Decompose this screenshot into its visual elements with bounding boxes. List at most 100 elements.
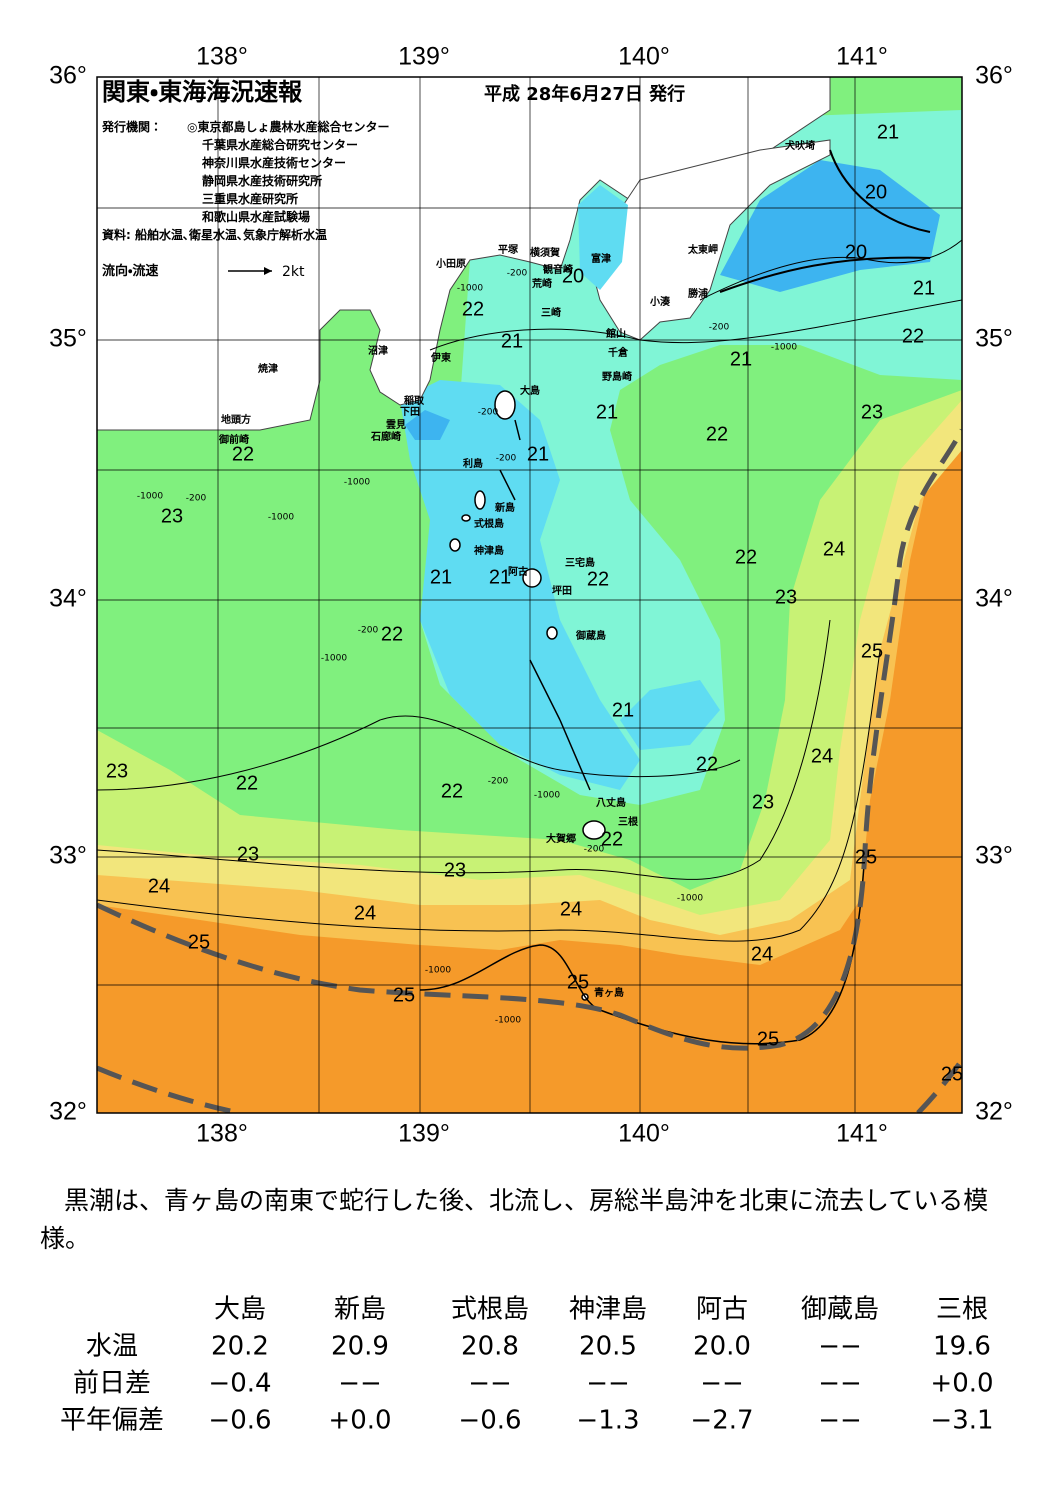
isotherm-label: 22 — [706, 423, 728, 445]
isotherm-line — [419, 849, 866, 1045]
isotherm-label: 23 — [161, 505, 183, 527]
table-cell: −1.3 — [576, 1406, 639, 1436]
isotherm-label: 25 — [393, 984, 415, 1006]
isotherm-line — [97, 649, 881, 942]
place-name: 稲取 — [404, 394, 425, 407]
issuer: 三重県水産研究所 — [202, 191, 298, 206]
isotherm-label: 25 — [188, 931, 210, 953]
issuer: 千葉県水産総合研究センター — [202, 137, 358, 152]
island — [546, 626, 558, 640]
column-header: 新島 — [334, 1295, 386, 1325]
map-frame — [96, 76, 963, 1114]
isotherm-label: 23 — [752, 791, 774, 813]
table-cell: −0.6 — [208, 1406, 271, 1436]
depth-label: -200 — [507, 269, 528, 279]
table-cell: −− — [818, 1332, 862, 1362]
place-name: 小田原 — [435, 257, 466, 270]
place-name: 富津 — [591, 252, 611, 265]
column-header: 神津島 — [569, 1295, 647, 1325]
flow-arrow — [514, 419, 521, 441]
place-name: 平塚 — [498, 243, 519, 256]
sea-temperature-zones — [97, 77, 962, 1113]
kuroshio-line — [97, 428, 962, 1051]
isotherm-label: 23 — [237, 843, 259, 865]
place-name: 地頭方 — [221, 413, 251, 426]
isotherm-label: 22 — [902, 325, 924, 347]
depth-label: -1000 — [771, 343, 797, 353]
place-name: 下田 — [400, 406, 420, 418]
isotherm-label: 21 — [596, 401, 618, 423]
isotherm-line — [97, 715, 741, 791]
isotherm-label: 24 — [148, 875, 170, 897]
depth-label: -200 — [186, 494, 207, 504]
isotherm-label: 25 — [757, 1028, 779, 1050]
isotherm-label: 20 — [562, 265, 584, 287]
table-cell: −− — [818, 1369, 862, 1399]
sources: 資料: 船舶水温､衛星水温､気象庁解析水温 — [102, 227, 327, 242]
isotherm-label: 21 — [877, 121, 899, 143]
table-cell: 20.8 — [461, 1332, 519, 1362]
zone-20b — [400, 380, 640, 790]
isotherm-line — [719, 256, 931, 293]
place-name: 雲見 — [386, 419, 406, 431]
isotherm-label: 21 — [913, 277, 935, 299]
isotherm-label: 22 — [462, 298, 484, 320]
place-name: 伊東 — [430, 351, 451, 364]
isotherm-label: 25 — [567, 971, 589, 993]
depth-label: -1000 — [495, 1016, 521, 1026]
column-header: 大島 — [214, 1295, 266, 1325]
isotherm-label: 25 — [941, 1063, 963, 1085]
lat-label: 35° — [49, 325, 87, 353]
isotherm-label: 24 — [823, 538, 845, 560]
column-header: 御蔵島 — [801, 1295, 879, 1325]
isotherm-label: 25 — [861, 640, 883, 662]
table-cell: −− — [338, 1369, 382, 1399]
place-name: 観音崎 — [543, 263, 573, 276]
table-cell: 20.2 — [211, 1332, 269, 1362]
table-cell: −0.6 — [458, 1406, 521, 1436]
isotherm-line — [829, 149, 931, 233]
place-name: 坪田 — [552, 584, 572, 597]
summary-text: 黒潮は、青ヶ島の南東で蛇行した後、北流し、房総半島沖を北東に流去している模様。 — [40, 1186, 989, 1253]
tokyo-bay — [578, 185, 628, 290]
table-cell: −0.4 — [208, 1369, 271, 1399]
place-name: 野島崎 — [602, 370, 632, 383]
depth-label: -200 — [478, 408, 499, 418]
depth-label: -1000 — [268, 513, 294, 523]
flow-legend-unit: 2kt — [282, 264, 305, 280]
isotherm-label: 23 — [775, 586, 797, 608]
table-cell: 20.9 — [331, 1332, 389, 1362]
lat-label: 35° — [975, 325, 1013, 353]
isotherm-label: 22 — [735, 546, 757, 568]
map-title: 関東・東海海況速報 — [102, 78, 303, 106]
isotherm-label: 22 — [381, 623, 403, 645]
place-name: 御前崎 — [218, 433, 249, 446]
place-name: 式根島 — [474, 517, 504, 530]
place-name: 横須賀 — [530, 246, 560, 259]
depth-label: -200 — [488, 777, 509, 787]
isotherm-lines — [97, 149, 962, 1045]
lat-label: 34° — [49, 585, 87, 613]
row-label: 平年偏差 — [60, 1406, 164, 1436]
place-name: 太東岬 — [687, 243, 718, 256]
depth-label: -1000 — [677, 894, 703, 904]
flow-legend-arrowhead — [264, 267, 272, 275]
isotherm-label: 22 — [696, 753, 718, 775]
island — [522, 568, 542, 588]
place-name: 大島 — [520, 384, 540, 397]
kuroshio-line — [97, 1065, 241, 1113]
lon-label: 138° — [196, 43, 248, 71]
lat-label: 32° — [49, 1098, 87, 1126]
table-cell: −− — [586, 1369, 630, 1399]
isotherm-label: 22 — [441, 780, 463, 802]
lat-label: 36° — [49, 62, 87, 90]
kuroshio-line — [916, 1058, 962, 1113]
place-name: 八丈島 — [596, 796, 626, 809]
place-name: 三宅島 — [565, 556, 595, 569]
lon-label: 138° — [196, 1120, 248, 1148]
isotherm-label: 25 — [855, 846, 877, 868]
place-name: 三根 — [618, 815, 639, 828]
table-cell: −− — [468, 1369, 512, 1399]
lat-label: 33° — [975, 842, 1013, 870]
